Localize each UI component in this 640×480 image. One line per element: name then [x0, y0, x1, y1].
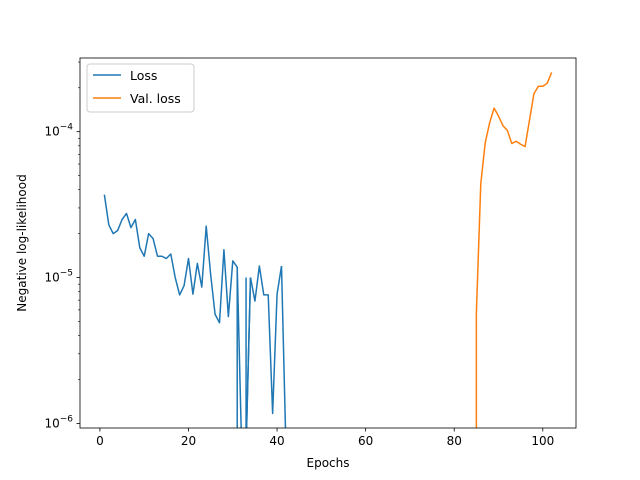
legend-label-loss: Loss: [130, 68, 157, 83]
x-tick-label: 0: [96, 434, 104, 448]
y-tick-label: 10−4: [44, 123, 73, 139]
y-axis-label: Negative log-likelihood: [15, 174, 29, 311]
x-tick-label: 80: [447, 434, 462, 448]
series-line: [103, 194, 283, 415]
legend: Loss Val. loss: [86, 63, 195, 113]
plot-frame: [79, 57, 577, 429]
y-tick-label: 10−5: [44, 269, 73, 285]
y-axis: 10−6 10−5 10−4: [44, 61, 80, 430]
series-drop-segment: [280, 265, 287, 428]
series-layer: [103, 72, 553, 428]
x-axis-label: Epochs: [307, 456, 350, 470]
x-tick-label: 40: [269, 434, 284, 448]
x-axis: 0 20 40 60 80 100: [96, 428, 554, 448]
x-tick-label: 20: [181, 434, 196, 448]
y-tick-label: 10−6: [44, 414, 73, 430]
series-line: [475, 72, 553, 428]
x-tick-label: 100: [531, 434, 554, 448]
legend-label-val-loss: Val. loss: [130, 91, 181, 106]
legend-box: [86, 63, 195, 113]
x-tick-label: 60: [358, 434, 373, 448]
